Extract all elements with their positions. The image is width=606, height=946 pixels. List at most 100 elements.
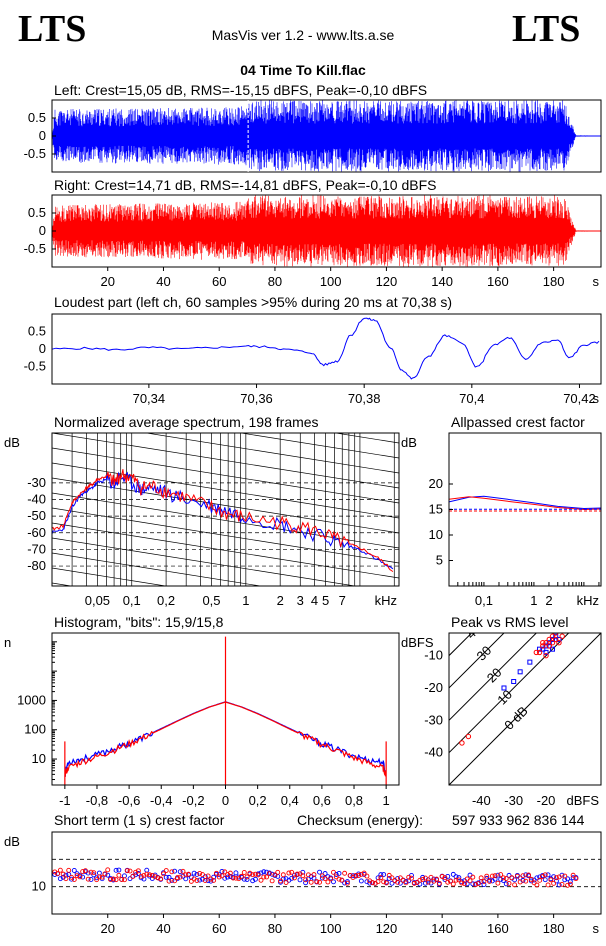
short-term-crest-left-point — [138, 875, 144, 881]
spectrum-slope-line — [52, 13, 399, 68]
short-term-crest-left-point — [244, 877, 250, 882]
short-term-crest-right-point — [188, 878, 194, 884]
loudest-x-unit: s — [593, 391, 600, 406]
short-term-crest-left-point — [358, 878, 364, 884]
spectrum-frame — [51, 432, 400, 587]
spectrum-slope-line — [52, 447, 399, 504]
short-term-crest-right-point — [559, 881, 565, 887]
checksum-label: Checksum (energy): — [297, 812, 424, 828]
short-term-crest-right-point — [194, 878, 200, 883]
short-term-crest-left-point — [481, 882, 487, 888]
short-term-crest-left-point — [331, 879, 336, 885]
short-term-crest-left-point — [208, 878, 214, 884]
short-term-crest-right-point — [534, 882, 540, 888]
short-term-crest-x-tick-label: 140 — [431, 921, 453, 936]
peak-vs-rms-right-point — [546, 643, 552, 649]
short-term-crest-right-point — [456, 877, 462, 883]
short-term-crest-left-point — [63, 872, 69, 878]
short-term-crest-left-point — [194, 871, 200, 877]
short-term-crest-right-point — [216, 874, 222, 880]
short-term-crest-left-point — [445, 873, 451, 879]
spectrum-slope-line — [52, 298, 399, 353]
peak-vs-rms-right-point — [559, 633, 565, 639]
left-channel-title: Left: Crest=15,05 dB, RMS=-15,15 dBFS, P… — [54, 82, 428, 98]
short-term-crest-right-point — [255, 872, 261, 878]
short-term-crest-right-point — [523, 878, 529, 884]
short-term-crest-right-point — [473, 882, 479, 888]
short-term-crest-right-point — [230, 875, 236, 881]
short-term-crest-right-point — [478, 875, 484, 881]
short-term-crest-right-point — [105, 867, 111, 873]
peak-vs-rms-left-point — [543, 643, 549, 649]
peak-vs-rms-x-tick-label: -40 — [472, 793, 491, 808]
short-term-crest-left-point — [319, 875, 325, 881]
short-term-crest-right-point — [389, 875, 395, 881]
short-term-crest-right-point — [506, 880, 512, 886]
short-term-crest-right-point — [381, 879, 387, 885]
short-term-crest-right-point — [152, 874, 158, 880]
short-term-crest-right-point — [553, 875, 559, 881]
histogram-x-tick-label: -0,2 — [182, 793, 204, 808]
short-term-crest-right-point — [328, 876, 334, 882]
histogram-y-unit: n — [4, 635, 11, 650]
spectrum-x-tick-label: 1 — [242, 593, 249, 608]
right-channel-x-tick-label: 60 — [212, 274, 226, 289]
short-term-crest-right-point — [219, 873, 225, 879]
spectrum-slope-line — [52, 433, 399, 489]
peak-vs-rms-left-point — [527, 659, 533, 665]
short-term-crest-x-tick-label: 40 — [156, 921, 170, 936]
short-term-crest-right-point — [138, 873, 144, 879]
peak-vs-rms-left-point — [517, 669, 523, 675]
short-term-crest-right-point — [542, 872, 548, 878]
short-term-crest-right-point — [163, 868, 169, 873]
short-term-crest-left-point — [177, 869, 183, 875]
short-term-crest-left-point — [556, 882, 562, 888]
short-term-crest-left-point — [506, 872, 512, 878]
short-term-crest-left-point — [456, 875, 462, 881]
spectrum-slope-line — [52, 567, 168, 586]
short-term-crest-right-point — [211, 877, 217, 883]
allpassed-y-tick-label: 10 — [429, 527, 443, 542]
short-term-crest-right-point — [573, 876, 579, 882]
short-term-crest-x-tick-label: 120 — [376, 921, 398, 936]
short-term-crest-right-point — [370, 880, 375, 886]
allpassed-y-tick-label: 15 — [429, 502, 443, 517]
loudest-x-tick-label: 70,4 — [459, 391, 484, 406]
app-title: MasVis ver 1.2 - www.lts.a.se — [211, 27, 395, 43]
short-term-crest-left-point — [191, 870, 197, 876]
short-term-crest-left-point — [233, 870, 239, 876]
short-term-crest-left-point — [113, 867, 119, 873]
short-term-crest-left-point — [172, 868, 178, 874]
right-channel-x-tick-label: 100 — [320, 274, 342, 289]
short-term-crest-right-point — [233, 875, 239, 881]
short-term-crest-right-point — [180, 868, 186, 874]
short-term-crest-right-point — [450, 881, 456, 887]
short-term-crest-right-point — [400, 877, 406, 883]
peak-vs-rms-right-point — [465, 733, 472, 740]
short-term-crest-right-point — [489, 873, 495, 879]
short-term-crest-left-point — [241, 876, 247, 882]
short-term-crest-right-point — [537, 877, 543, 883]
short-term-crest-right-point — [386, 872, 392, 878]
short-term-crest-right-point — [378, 875, 384, 881]
left-channel-y-tick-label: 0.5 — [28, 110, 46, 125]
short-term-crest-left-point — [311, 875, 317, 881]
spectrum-y-tick-label: -70 — [27, 541, 46, 556]
histogram-x-tick-label: 0,8 — [345, 793, 363, 808]
loudest-x-tick-label: 70,36 — [240, 391, 273, 406]
spectrum-slope-line — [52, 507, 399, 564]
short-term-crest-left-point — [252, 876, 258, 882]
peak-vs-rms-left-point — [549, 646, 555, 652]
peak-vs-rms-crest-line — [449, 633, 601, 785]
short-term-crest-right-point — [308, 879, 314, 885]
short-term-crest-left-point — [105, 872, 111, 878]
peak-vs-rms-right-point — [546, 636, 552, 643]
short-term-crest-left-point — [342, 880, 348, 886]
histogram-x-tick-label: -0,4 — [150, 793, 172, 808]
short-term-crest-right-point — [183, 872, 189, 878]
short-term-crest-right-point — [116, 872, 122, 878]
short-term-crest-right-point — [286, 870, 292, 876]
spectrum-slope-line — [52, 537, 358, 586]
peak-vs-rms-right-point — [543, 652, 549, 659]
